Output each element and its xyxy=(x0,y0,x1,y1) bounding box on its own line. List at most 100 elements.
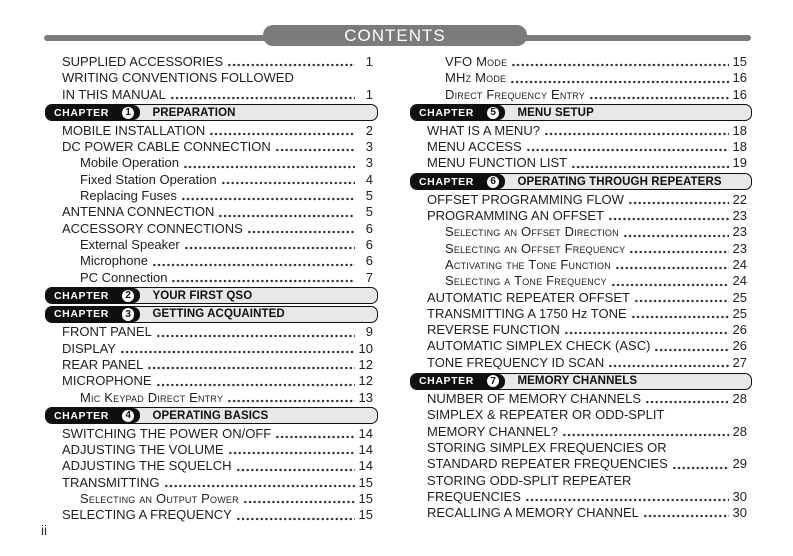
dot-leader xyxy=(235,466,355,473)
chapter-label: CHAPTER xyxy=(419,375,474,388)
toc-entry: Fixed Station Operation 4 xyxy=(45,172,378,188)
toc-entry-title: ADJUSTING THE SQUELCH xyxy=(62,458,232,474)
toc-entry-title: TONE FREQUENCY ID SCAN xyxy=(427,354,605,370)
toc-entry: ADJUSTING THE VOLUME 14 xyxy=(45,442,378,458)
toc-entry-title: SIMPLEX & REPEATER OR ODD-SPLIT xyxy=(427,407,665,423)
dot-leader xyxy=(562,431,729,438)
page-number: 26 xyxy=(732,322,747,338)
dot-leader xyxy=(246,228,355,235)
toc-entry: Replacing Fuses 5 xyxy=(45,188,378,204)
toc-entry-title: Direct Frequency Entry xyxy=(445,86,585,102)
chapter-badge: CHAPTER 7 xyxy=(411,373,506,389)
toc-entry: PROGRAMMING AN OFFSET 23 xyxy=(410,208,752,224)
chapter-badge: CHAPTER 1 xyxy=(46,105,141,121)
page-number: 22 xyxy=(732,191,747,207)
page-number: 29 xyxy=(732,456,747,472)
page-number: 26 xyxy=(732,338,747,354)
toc-entry: Microphone 6 xyxy=(45,253,378,269)
toc-entry-title: IN THIS MANUAL xyxy=(62,86,166,102)
chapter-bar: CHAPTER 2 YOUR FIRST QSO xyxy=(45,287,378,305)
toc-column-right: VFO Mode 15 MHz Mode 16 Direct Frequency Ent… xyxy=(410,54,752,521)
dot-leader xyxy=(627,200,729,207)
toc-entry: FRONT PANEL 9 xyxy=(45,324,378,340)
dot-leader xyxy=(227,397,355,404)
toc-entry-title: MHz Mode xyxy=(445,70,507,86)
toc-entry: MHz Mode 16 xyxy=(410,70,752,86)
page-number: 30 xyxy=(732,505,747,521)
chapter-number-badge: 1 xyxy=(121,106,135,120)
page-number: 4 xyxy=(365,171,373,187)
dot-leader xyxy=(654,346,729,353)
chapter-number-badge: 4 xyxy=(121,409,135,423)
dot-leader xyxy=(155,332,355,339)
chapter-bar: CHAPTER 4 OPERATING BASICS xyxy=(45,407,378,425)
dot-leader xyxy=(563,330,729,337)
toc-entry-title: DISPLAY xyxy=(62,340,116,356)
page-number: 15 xyxy=(358,474,373,490)
page-number: 7 xyxy=(365,269,373,285)
toc-entry-title: Mobile Operation xyxy=(80,155,179,171)
toc-entry: REVERSE FUNCTION 26 xyxy=(410,322,752,338)
dot-leader xyxy=(610,281,729,288)
toc-entry: STORING ODD-SPLIT REPEATER xyxy=(410,473,752,489)
chapter-number-badge: 2 xyxy=(121,289,135,303)
chapter-label: CHAPTER xyxy=(54,308,109,321)
toc-entry: TRANSMITTING 15 xyxy=(45,475,378,491)
toc-entry: SIMPLEX & REPEATER OR ODD-SPLIT xyxy=(410,407,752,423)
chapter-number-badge: 5 xyxy=(486,106,500,120)
chapter-number-badge: 3 xyxy=(121,308,135,321)
toc-entry: REAR PANEL 12 xyxy=(45,357,378,373)
toc-entry-title: Microphone xyxy=(80,253,148,269)
toc-entry-title: External Speaker xyxy=(80,236,180,252)
toc-entry: MENU ACCESS 18 xyxy=(410,139,752,155)
dot-leader xyxy=(608,363,729,370)
dot-leader xyxy=(629,248,729,255)
toc-entry: ANTENNA CONNECTION 5 xyxy=(45,204,378,220)
toc-entry: FREQUENCIES 30 xyxy=(410,489,752,505)
toc-entry-title: SWITCHING THE POWER ON/OFF xyxy=(62,425,272,441)
toc-entry: TONE FREQUENCY ID SCAN 27 xyxy=(410,355,752,371)
dot-leader xyxy=(614,265,729,272)
toc-entry: VFO Mode 15 xyxy=(410,54,752,70)
dot-leader xyxy=(151,261,355,268)
toc-entry: DISPLAY 10 xyxy=(45,341,378,357)
chapter-title: GETTING ACQUAINTED xyxy=(152,308,285,321)
toc-entry: STANDARD REPEATER FREQUENCIES 29 xyxy=(410,456,752,472)
page-number: 24 xyxy=(732,256,747,272)
toc-entry-title: WHAT IS A MENU? xyxy=(427,122,540,138)
toc-entry-title: Selecting an Offset Frequency xyxy=(445,240,626,256)
chapter-number-badge: 7 xyxy=(486,374,500,388)
toc-entry: MICROPHONE 12 xyxy=(45,373,378,389)
toc-entry: WRITING CONVENTIONS FOLLOWED xyxy=(45,70,378,86)
chapter-bar: CHAPTER 7 MEMORY CHANNELS xyxy=(410,372,752,390)
dot-leader xyxy=(642,513,729,520)
chapter-badge: CHAPTER 4 xyxy=(46,408,141,424)
toc-entry-title: ADJUSTING THE VOLUME xyxy=(62,442,224,458)
dot-leader xyxy=(630,314,729,321)
toc-entry-title: Selecting an Output Power xyxy=(80,491,239,507)
page-number: 1 xyxy=(365,86,373,102)
page-number: 30 xyxy=(732,488,747,504)
chapter-bar: CHAPTER 1 PREPARATION xyxy=(45,104,378,122)
folio-page-number: ii xyxy=(41,523,47,538)
toc-entry-title: Selecting an Offset Direction xyxy=(445,224,619,240)
toc-entry-title: TRANSMITTING A 1750 Hz TONE xyxy=(427,305,627,321)
toc-entry: TRANSMITTING A 1750 Hz TONE 25 xyxy=(410,306,752,322)
page-number: 1 xyxy=(365,54,373,69)
dot-leader xyxy=(633,297,729,304)
page-number: 3 xyxy=(365,155,373,171)
page-number: 16 xyxy=(732,70,747,86)
toc-entry-title: STORING SIMPLEX FREQUENCIES OR xyxy=(427,439,667,455)
toc-entry: Selecting an Offset Frequency 23 xyxy=(410,241,752,257)
page-number: 18 xyxy=(732,122,747,138)
dot-leader xyxy=(671,464,729,471)
page-number: 6 xyxy=(365,220,373,236)
page-number: 6 xyxy=(365,253,373,269)
page-number: 3 xyxy=(365,139,373,155)
dot-leader xyxy=(525,147,729,154)
page-number: 16 xyxy=(732,86,747,102)
toc-entry: Selecting an Output Power 15 xyxy=(45,491,378,507)
chapter-number-badge: 6 xyxy=(486,175,500,189)
dot-leader xyxy=(274,147,355,154)
toc-entry-title: FREQUENCIES xyxy=(427,488,521,504)
